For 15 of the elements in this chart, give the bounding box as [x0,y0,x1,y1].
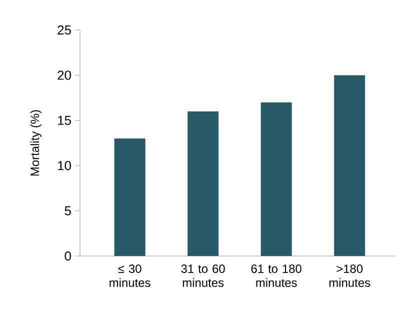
x-tick-label: 61 to 180 minutes [251,264,302,287]
y-tick-label: 20 [58,70,71,80]
bar [260,102,292,256]
y-tick-label: 0 [64,251,71,261]
y-tick-label: 5 [64,206,71,216]
y-tick-label: 15 [58,116,71,125]
x-tick-label: >180 minutes [329,264,370,287]
x-tick-label: 31 to 60 minutes [181,264,225,287]
bar [114,138,146,256]
x-tick-label: ≤ 30 minutes [110,264,150,287]
y-tick-label: 10 [58,161,71,170]
bar [334,75,366,256]
bar [188,111,219,256]
y-tick-label: 25 [58,25,71,35]
y-axis-title: Mortality (%) [30,110,42,176]
